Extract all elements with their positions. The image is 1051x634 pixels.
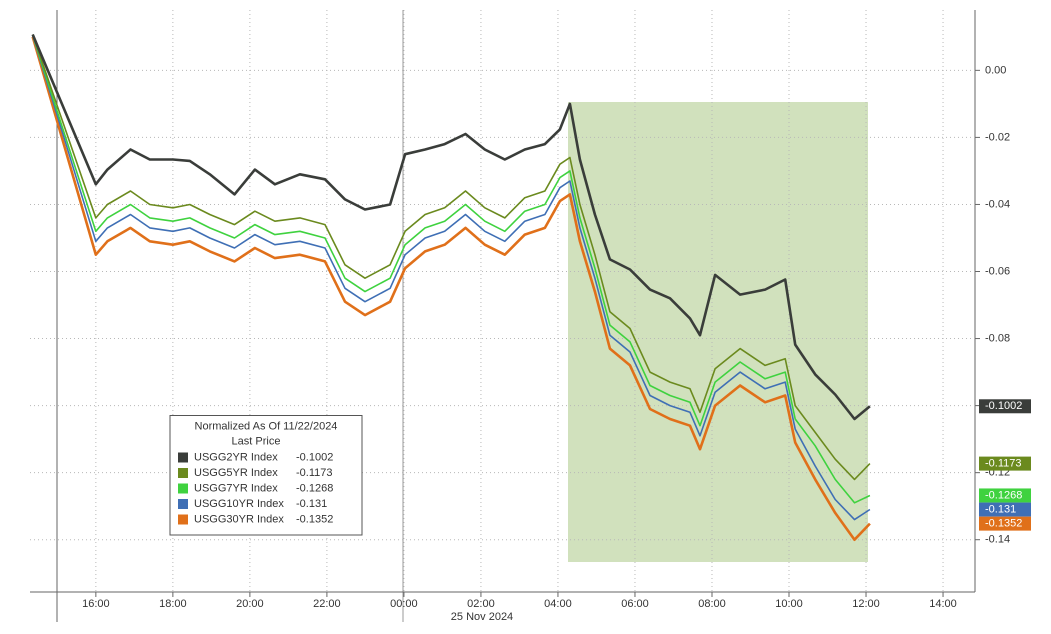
legend-value: -0.131 <box>296 498 327 510</box>
series-line <box>31 35 871 521</box>
series-line <box>31 33 871 421</box>
legend-label: USGG2YR Index <box>194 451 278 463</box>
legend-label: USGG7YR Index <box>194 482 278 494</box>
legend-label: USGG10YR Index <box>194 498 284 510</box>
last-value-label: -0.1002 <box>985 400 1022 412</box>
y-tick-label: -0.04 <box>985 198 1010 210</box>
last-value-box <box>979 399 1031 414</box>
last-value-label: -0.1173 <box>985 458 1022 470</box>
x-tick-label: 16:00 <box>82 598 110 610</box>
x-date-label: 25 Nov 2024 <box>451 611 513 623</box>
last-value-box <box>979 456 1031 471</box>
last-value-box <box>979 516 1031 531</box>
legend-swatch <box>178 499 188 509</box>
y-tick-label: -0.06 <box>985 265 1010 277</box>
legend-value: -0.1352 <box>296 513 333 525</box>
last-value-label: -0.131 <box>985 503 1016 515</box>
x-tick-label: 04:00 <box>544 598 572 610</box>
y-tick-label: 0.00 <box>985 64 1006 76</box>
y-tick-label: -0.02 <box>985 131 1010 143</box>
legend: Normalized As Of 11/22/2024 Last Price USG… <box>169 415 363 536</box>
labels: 0.00-0.02-0.04-0.06-0.08-0.10-0.12-0.141… <box>82 64 1031 610</box>
y-tick-label: -0.14 <box>985 534 1010 546</box>
legend-subtitle: Last Price <box>232 435 281 447</box>
legend-value: -0.1002 <box>296 451 333 463</box>
x-tick-label: 06:00 <box>621 598 649 610</box>
y-tick-label: -0.08 <box>985 332 1010 344</box>
legend-value: -0.1173 <box>296 467 333 479</box>
x-tick-label: 10:00 <box>775 598 803 610</box>
legend-swatch <box>178 468 188 478</box>
x-tick-label: 14:00 <box>929 598 957 610</box>
last-value-box <box>979 488 1031 503</box>
x-tick-label: 00:00 <box>390 598 418 610</box>
lines <box>31 33 871 541</box>
legend-swatch <box>178 483 188 494</box>
series-line <box>31 34 871 481</box>
legend-title: Normalized As Of 11/22/2024 <box>195 420 338 432</box>
legend-label: USGG5YR Index <box>194 467 278 479</box>
x-tick-label: 12:00 <box>852 598 880 610</box>
last-value-label: -0.1268 <box>985 489 1022 501</box>
x-tick-label: 08:00 <box>698 598 726 610</box>
legend-label: USGG30YR Index <box>194 513 284 525</box>
grid <box>30 10 980 597</box>
series-line <box>31 36 871 541</box>
legend-swatch <box>178 452 188 463</box>
x-tick-label: 18:00 <box>159 598 187 610</box>
legend-value: -0.1268 <box>296 482 333 494</box>
series-line <box>31 34 871 504</box>
legend-box <box>169 415 363 536</box>
x-tick-label: 02:00 <box>467 598 495 610</box>
last-value-box <box>979 502 1031 517</box>
last-value-label: -0.1352 <box>985 518 1022 530</box>
x-tick-label: 20:00 <box>236 598 264 610</box>
x-tick-label: 22:00 <box>313 598 341 610</box>
legend-swatch <box>178 514 188 525</box>
